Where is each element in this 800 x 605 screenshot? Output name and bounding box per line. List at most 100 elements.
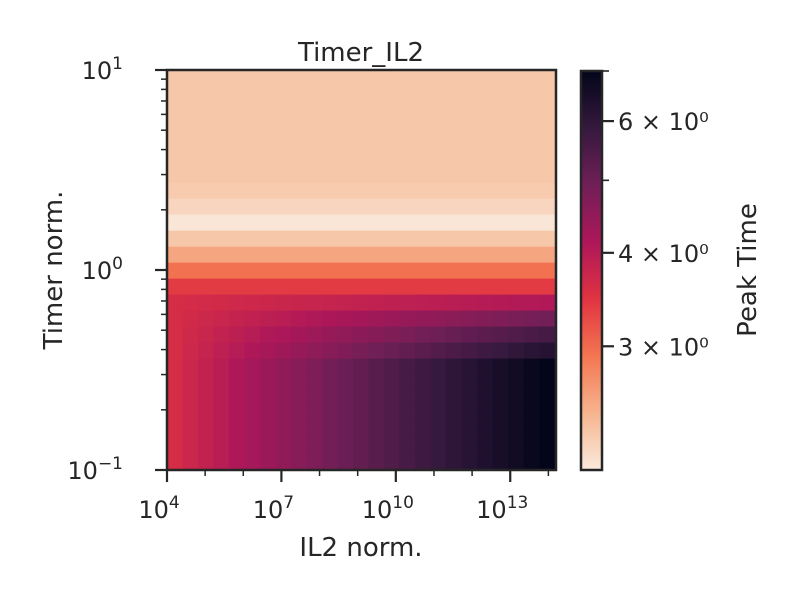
- heatmap-cell: [461, 166, 478, 183]
- heatmap-cell: [415, 310, 432, 327]
- heatmap-cell: [508, 182, 525, 199]
- heatmap-cell: [399, 182, 416, 199]
- heatmap-cell: [539, 278, 556, 295]
- heatmap-cell: [508, 230, 525, 247]
- heatmap-cell: [492, 198, 509, 215]
- heatmap-cell: [167, 422, 184, 439]
- heatmap-cell: [228, 406, 246, 423]
- heatmap-cell: [384, 390, 401, 407]
- heatmap-cell: [213, 310, 230, 327]
- heatmap-cell: [213, 278, 230, 295]
- heatmap-cell: [461, 454, 478, 471]
- heatmap-cell: [198, 422, 215, 439]
- heatmap-cell: [228, 422, 246, 439]
- heatmap-cell: [384, 342, 401, 359]
- heatmap-cell: [352, 326, 370, 343]
- heatmap-cell: [445, 150, 463, 167]
- heatmap-cell: [445, 118, 463, 135]
- heatmap-cell: [182, 438, 199, 455]
- heatmap-cell: [477, 342, 494, 359]
- heatmap-cell: [445, 246, 463, 263]
- heatmap-cell: [291, 214, 308, 231]
- heatmap-cell: [259, 438, 277, 455]
- heatmap-cell: [306, 86, 323, 103]
- heatmap-cell: [430, 342, 447, 359]
- heatmap-cell: [461, 70, 478, 87]
- heatmap-cell: [477, 262, 494, 279]
- heatmap-cell: [384, 454, 401, 471]
- heatmap-cell: [337, 246, 354, 263]
- heatmap-cell: [182, 390, 199, 407]
- y-tick-label: 100: [82, 254, 123, 285]
- heatmap-cell: [539, 134, 556, 151]
- heatmap-cell: [445, 134, 463, 151]
- heatmap-cell: [445, 326, 463, 343]
- heatmap-cell: [337, 150, 354, 167]
- heatmap-cell: [461, 150, 478, 167]
- heatmap-cell: [322, 230, 339, 247]
- heatmap-cell: [523, 86, 541, 103]
- heatmap-cell: [352, 166, 370, 183]
- heatmap-cell: [322, 198, 339, 215]
- heatmap-cell: [445, 230, 463, 247]
- heatmap-cell: [275, 310, 292, 327]
- heatmap-cell: [368, 358, 385, 375]
- heatmap-cell: [182, 102, 199, 119]
- heatmap-cell: [228, 70, 246, 87]
- heatmap-cell: [508, 422, 525, 439]
- heatmap-cell: [415, 118, 432, 135]
- heatmap-cell: [539, 262, 556, 279]
- heatmap-cell: [259, 390, 277, 407]
- heatmap-cell: [182, 118, 199, 135]
- heatmap-cell: [399, 134, 416, 151]
- heatmap-cell: [213, 214, 230, 231]
- heatmap-cell: [275, 214, 292, 231]
- heatmap-cell: [492, 406, 509, 423]
- heatmap-cell: [291, 294, 308, 311]
- heatmap-cell: [182, 374, 199, 391]
- heatmap-cell: [182, 150, 199, 167]
- heatmap-cell: [384, 86, 401, 103]
- colorbar-tick-label: 3 × 10⁰: [618, 333, 709, 361]
- heatmap-cell: [384, 422, 401, 439]
- heatmap-cell: [399, 230, 416, 247]
- heatmap-cell: [352, 86, 370, 103]
- heatmap-cell: [477, 86, 494, 103]
- heatmap-cell: [430, 214, 447, 231]
- heatmap-cell: [384, 326, 401, 343]
- heatmap-cell: [368, 118, 385, 135]
- heatmap-cell: [430, 310, 447, 327]
- heatmap-cell: [275, 406, 292, 423]
- heatmap-cell: [322, 406, 339, 423]
- heatmap-cell: [167, 358, 184, 375]
- heatmap-cell: [415, 166, 432, 183]
- heatmap-cell: [430, 438, 447, 455]
- y-tick-label: 10−1: [67, 454, 123, 485]
- heatmap-cell: [244, 118, 261, 135]
- heatmap-cell: [368, 342, 385, 359]
- heatmap-cell: [461, 374, 478, 391]
- heatmap-cell: [384, 294, 401, 311]
- heatmap-cell: [198, 198, 215, 215]
- heatmap-cell: [198, 406, 215, 423]
- heatmap-cell: [523, 342, 541, 359]
- heatmap-cell: [523, 150, 541, 167]
- heatmap-cell: [352, 342, 370, 359]
- heatmap-cell: [244, 326, 261, 343]
- heatmap-cell: [322, 214, 339, 231]
- heatmap-cell: [291, 310, 308, 327]
- heatmap-cell: [182, 278, 199, 295]
- heatmap-cell: [539, 102, 556, 119]
- heatmap-cell: [259, 86, 277, 103]
- heatmap-cell: [523, 358, 541, 375]
- heatmap-cell: [415, 214, 432, 231]
- heatmap-cell: [337, 86, 354, 103]
- heatmap-cell: [275, 182, 292, 199]
- heatmap-cell: [508, 278, 525, 295]
- heatmap-cell: [337, 262, 354, 279]
- heatmap-cell: [368, 310, 385, 327]
- heatmap-cell: [198, 374, 215, 391]
- heatmap-cell: [492, 134, 509, 151]
- heatmap-cell: [322, 118, 339, 135]
- heatmap-cell: [415, 198, 432, 215]
